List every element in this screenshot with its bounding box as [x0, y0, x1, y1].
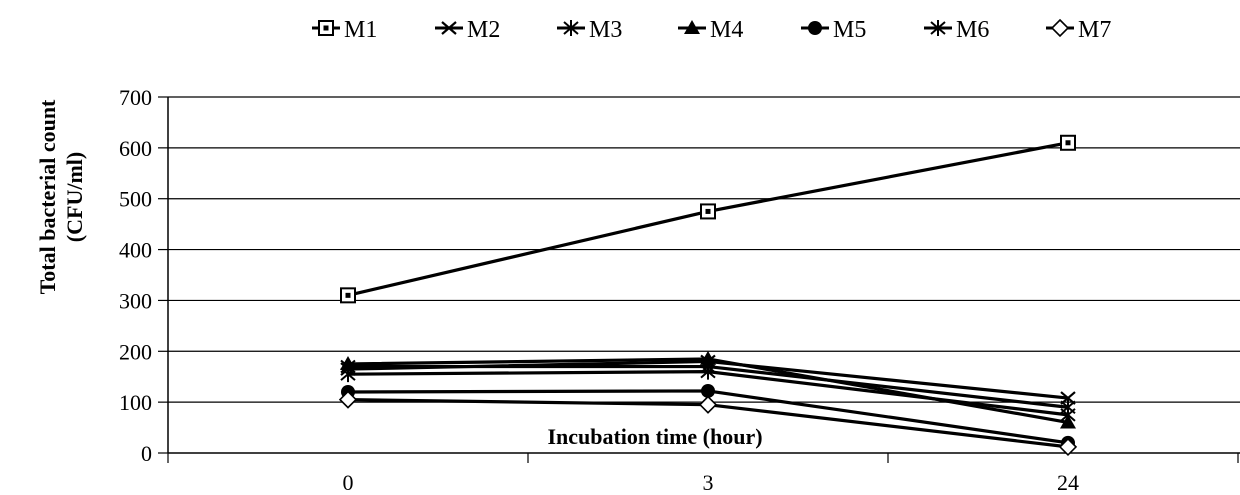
legend-label-m7: M7 [1078, 17, 1111, 43]
legend-label-m1: M1 [344, 17, 377, 43]
point-m5-3 [701, 383, 715, 398]
gridlines [168, 96, 1240, 403]
legend-label-m4: M4 [710, 17, 743, 43]
legend-marker-m7 [1050, 18, 1070, 38]
point-m1-3 [700, 203, 716, 220]
y-tick-labels: 0 100 200 300 400 500 600 700 [119, 85, 152, 466]
point-m7-0 [338, 390, 358, 409]
x-tick-label-24: 24 [1057, 470, 1079, 495]
x-tick-label-0: 0 [343, 470, 354, 495]
y-tick-label-100: 100 [119, 390, 152, 415]
y-tick-label-700: 700 [119, 85, 152, 110]
point-m7-3 [698, 395, 718, 414]
legend: M1 M2 M3 M4 M5 M6 M7 [312, 17, 1111, 43]
x-tick-labels: 0 3 24 [343, 470, 1080, 495]
legend-label-m3: M3 [589, 17, 622, 43]
legend-label-m5: M5 [833, 17, 866, 43]
y-tick-label-0: 0 [141, 441, 152, 466]
legend-item-m2: M2 [435, 17, 500, 43]
legend-marker-m5 [808, 21, 822, 35]
point-m6-24 [1060, 399, 1076, 416]
series-group [338, 134, 1078, 457]
legend-label-m2: M2 [467, 17, 500, 43]
legend-marker-m1 [318, 20, 334, 36]
x-tick-label-3: 3 [703, 470, 714, 495]
axes [158, 96, 1240, 463]
legend-label-m6: M6 [956, 17, 989, 43]
legend-item-m6: M6 [924, 17, 989, 43]
legend-item-m1: M1 [312, 17, 377, 43]
x-axis-title: Incubation time (hour) [547, 424, 762, 449]
y-tick-label-200: 200 [119, 339, 152, 364]
point-m6-0 [340, 358, 356, 375]
legend-marker-m6 [930, 20, 946, 36]
y-axis-title-line1: Total bacterial count [35, 99, 60, 294]
point-m4-24 [1060, 414, 1076, 429]
point-m6-3 [700, 358, 716, 375]
y-tick-label-300: 300 [119, 288, 152, 313]
point-m1-0 [340, 287, 356, 304]
legend-item-m7: M7 [1046, 17, 1111, 43]
y-tick-label-400: 400 [119, 238, 152, 263]
legend-item-m3: M3 [557, 17, 622, 43]
legend-marker-m2 [441, 21, 457, 35]
legend-item-m5: M5 [801, 17, 866, 43]
y-axis-title: Total bacterial count (CFU/ml) [35, 99, 87, 294]
point-m1-24 [1060, 134, 1076, 151]
point-m7-24 [1058, 437, 1078, 457]
y-tick-label-500: 500 [119, 187, 152, 212]
y-axis-title-line2: (CFU/ml) [62, 152, 87, 242]
y-tick-label-600: 600 [119, 136, 152, 161]
legend-item-m4: M4 [678, 17, 743, 43]
point-m4-3 [700, 350, 716, 365]
legend-marker-m3 [563, 20, 579, 36]
legend-marker-m4 [684, 20, 700, 34]
